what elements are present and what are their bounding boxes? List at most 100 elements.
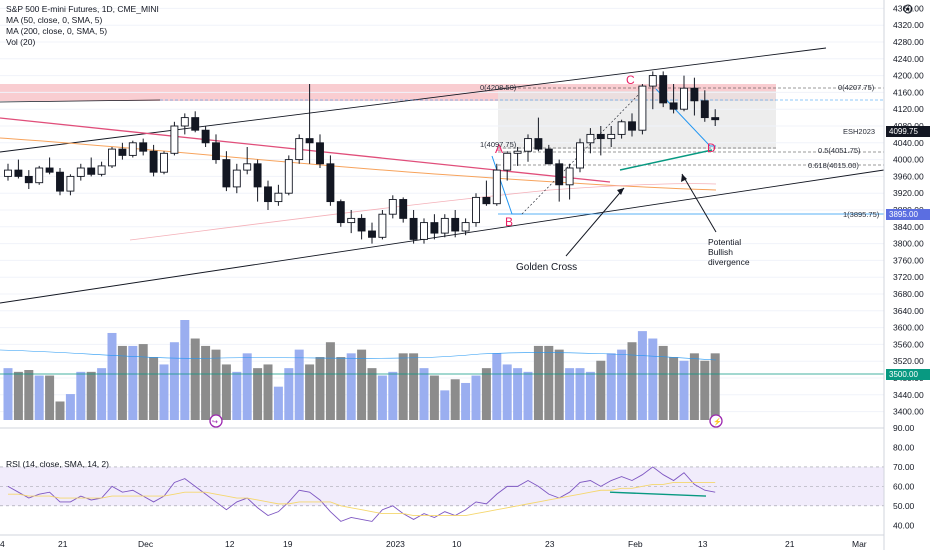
volume-ma-line: [0, 349, 717, 361]
candle-body: [357, 217, 366, 232]
volume-bar: [305, 364, 315, 420]
time-tick-label: 12: [225, 539, 235, 549]
volume-bar: [627, 342, 637, 420]
candle-body: [524, 138, 532, 152]
settings-icon[interactable]: [903, 4, 913, 14]
rsi-tick-label: 90.00: [893, 423, 915, 433]
candle-body: [628, 121, 636, 131]
golden-cross-label: Golden Cross: [516, 262, 577, 273]
volume-bar: [180, 320, 190, 420]
ma200-legend: MA (200, close, 0, SMA, 5): [6, 26, 107, 36]
candle-body: [607, 133, 616, 140]
candle-body: [648, 75, 657, 87]
price-tick-label: 3720.00: [893, 272, 924, 282]
vol-tag-bg: [886, 369, 930, 380]
divergence-arrow: [681, 173, 717, 233]
divergence-price-line: [619, 149, 713, 171]
price-tick-label: 4000.00: [893, 155, 924, 165]
volume-bar: [65, 394, 75, 420]
candle-body: [399, 199, 408, 219]
volume-bar: [648, 338, 658, 420]
rsi-legend: RSI (14, close, SMA, 14, 2): [6, 459, 109, 469]
price-axis-bg: [884, 0, 932, 550]
candle-body: [76, 167, 85, 177]
volume-bar: [263, 364, 273, 420]
channel-bottom-line: [0, 169, 885, 304]
rsi-tick-label: 60.00: [893, 481, 915, 491]
ma50-line: [0, 137, 717, 191]
candle-body: [461, 222, 470, 232]
candles: [4, 71, 720, 244]
volume-bar: [24, 370, 34, 420]
time-tick-label: Dec: [138, 539, 154, 549]
price-tick-label: 3560.00: [893, 339, 924, 349]
candle-body: [14, 169, 23, 177]
rsi-tick-label: 80.00: [893, 442, 915, 452]
rsi-tick-label: 70.00: [893, 462, 915, 472]
candle-body: [45, 167, 54, 173]
level-tag-bg: [886, 209, 930, 220]
ma200-line: [129, 183, 717, 241]
rsi-line: [7, 466, 716, 522]
volume-bar: [76, 371, 86, 420]
volume-bar: [190, 338, 200, 420]
candle-body: [336, 201, 345, 224]
price-tick-label: 4040.00: [893, 138, 924, 148]
volume-bar: [419, 368, 429, 420]
volume-bar: [201, 345, 211, 420]
volume-bar: [253, 368, 263, 420]
volume-bar: [159, 364, 169, 420]
candle-body: [191, 117, 200, 131]
candle-body: [711, 117, 720, 121]
time-axis[interactable]: 4 21 Dec 12 19 2023 10 23 Feb 13 21 Mar: [0, 539, 867, 549]
price-tick-label: 4200.00: [893, 71, 924, 81]
candle-body: [617, 121, 626, 135]
volume-bar: [346, 353, 356, 420]
candle-body: [347, 217, 356, 224]
chart-title: S&P 500 E-mini Futures, 1D, CME_MINI: [6, 4, 159, 14]
last-price-tag: 4099.75: [889, 127, 918, 136]
volume-bar: [55, 401, 65, 420]
candle-body: [565, 167, 574, 186]
level-tag: 3895.00: [889, 210, 918, 219]
fib-bottom-label: 1(3895.75): [843, 210, 880, 219]
volume-bar: [117, 345, 127, 420]
volume-bar: [523, 371, 533, 420]
earnings-event-icon[interactable]: [709, 414, 723, 428]
volume-bar: [481, 368, 491, 420]
candle-body: [378, 213, 387, 238]
volume-bar: [169, 342, 179, 420]
volume-bar: [398, 353, 408, 420]
volume-bar: [86, 371, 96, 420]
volume-bar: [575, 368, 585, 420]
price-tick-label: 3800.00: [893, 239, 924, 249]
time-tick-label: 4: [0, 539, 5, 549]
candle-body: [305, 138, 314, 144]
golden-cross-arrowhead: [617, 188, 624, 195]
candle-body: [482, 196, 491, 205]
candle-body: [534, 138, 543, 150]
candle-body: [596, 133, 605, 140]
candle-body: [97, 165, 106, 175]
volume-bar: [273, 386, 283, 420]
pattern-box: [498, 91, 776, 149]
volume-bar: [689, 353, 699, 420]
candle-body: [409, 217, 418, 240]
dividend-event-icon[interactable]: [209, 414, 223, 428]
volume-bar: [554, 349, 564, 420]
dividend-glyph-icon: ↪: [212, 419, 218, 426]
rsi-ma-line: [8, 482, 716, 516]
volume-bar: [606, 353, 616, 420]
volume-bar: [492, 353, 502, 420]
volume-bar: [440, 390, 450, 420]
candle-body: [430, 222, 439, 234]
candle-body: [56, 171, 64, 192]
divergence-label-1: Potential: [708, 237, 741, 247]
volume-bar: [669, 357, 679, 420]
candle-body: [659, 75, 668, 104]
vol-legend: Vol (20): [6, 37, 35, 47]
price-tick-label: 3520.00: [893, 356, 924, 366]
volume-bar: [45, 375, 55, 420]
rsi-axis[interactable]: 90.00 80.00 70.00 60.00 50.00 40.00: [893, 423, 915, 530]
